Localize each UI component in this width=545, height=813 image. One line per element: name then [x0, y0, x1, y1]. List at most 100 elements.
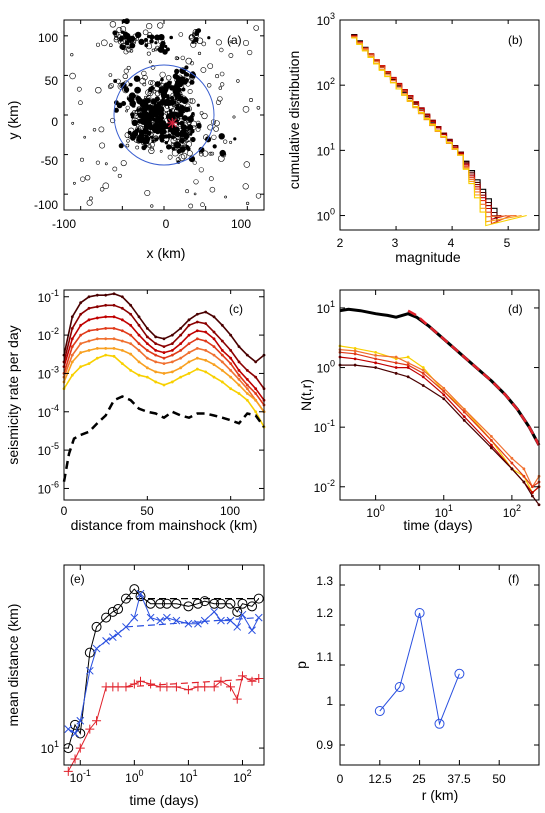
d-data-point: [462, 418, 466, 422]
event-marker: [163, 134, 169, 139]
c-data-point: [170, 380, 174, 384]
event-marker: [170, 98, 175, 103]
c-data-point: [137, 315, 141, 319]
event-marker: [142, 117, 149, 124]
event-marker: [141, 145, 147, 151]
e-data-point: [171, 682, 181, 692]
c-data-point: [145, 335, 149, 339]
event-marker: [142, 29, 149, 36]
event-marker: [193, 38, 199, 44]
d-data-point: [374, 366, 378, 369]
c-data-point: [129, 323, 133, 327]
d-data-point: [510, 456, 514, 460]
c-data-point: [254, 410, 258, 414]
event-marker: [196, 28, 202, 33]
f-ytick-label: 1: [326, 694, 333, 708]
c-data-point: [254, 375, 258, 379]
e-data-point: [247, 676, 257, 686]
event-marker: [198, 167, 204, 173]
e-ytick-label: 101: [41, 739, 59, 756]
event-marker: [117, 173, 122, 178]
event-marker: [149, 146, 154, 151]
c-data-point: [212, 315, 216, 319]
event-marker: [148, 147, 155, 154]
event-marker: [208, 176, 214, 182]
d-data-point: [374, 357, 378, 361]
event-marker: [148, 86, 154, 92]
e-data-point: [238, 610, 247, 619]
event-marker: [229, 40, 233, 44]
e-data-point: [63, 766, 73, 776]
c-data-point: [112, 354, 116, 358]
event-marker: [148, 60, 152, 64]
event-marker: [215, 39, 222, 46]
d-data-point: [442, 386, 446, 390]
d-data-point: [406, 361, 410, 365]
event-marker: [147, 32, 152, 37]
e-data-point: [184, 619, 193, 628]
c-data-point: [129, 352, 133, 356]
b-x-axis-label: magnitude: [395, 249, 461, 265]
c-axes-box: [63, 289, 265, 501]
event-marker: [180, 97, 185, 102]
b-series-line: [351, 36, 522, 223]
c-ticks: [63, 290, 264, 500]
event-marker: [136, 123, 140, 128]
c-data-point: [212, 337, 216, 341]
c-data-point: [87, 329, 91, 333]
c-data-point: [187, 360, 191, 364]
c-data-point: [95, 316, 99, 320]
event-marker: [102, 182, 110, 190]
event-marker: [175, 157, 181, 163]
e-data-point: [183, 601, 194, 612]
e-data-point: [155, 598, 166, 609]
e-data-point: [85, 724, 95, 734]
event-marker: [137, 118, 143, 124]
c-ytick-labels: 10-6 10-5 10-4 10-3 10-2 10-1: [38, 288, 59, 497]
event-marker: [212, 144, 217, 149]
event-marker: [154, 41, 158, 45]
event-marker: [184, 65, 189, 70]
event-marker: [120, 160, 127, 167]
event-marker: [218, 86, 223, 90]
d-data-point: [394, 355, 398, 359]
event-marker: [179, 115, 184, 120]
d-data-point: [394, 366, 398, 369]
c-data-point: [254, 360, 258, 364]
event-marker: [200, 202, 205, 207]
event-marker: [107, 84, 113, 90]
event-marker: [131, 103, 136, 108]
b-series-line: [351, 37, 527, 227]
e-data-point: [146, 613, 155, 622]
event-marker: [159, 149, 163, 153]
event-marker: [126, 95, 132, 101]
d-data-point: [530, 485, 534, 489]
event-marker: [165, 105, 170, 109]
event-marker: [255, 193, 262, 199]
c-ytick-label: 10-5: [38, 441, 59, 458]
event-marker: [133, 75, 141, 82]
b-axes-box: [339, 19, 540, 231]
event-marker: [76, 86, 82, 92]
event-marker: [132, 38, 137, 43]
c-curves: [62, 292, 266, 482]
event-marker: [188, 34, 196, 41]
f-xtick-label: 0: [337, 772, 344, 786]
c-data-point: [170, 370, 174, 374]
e-data-point: [183, 685, 193, 695]
event-marker: [207, 36, 211, 40]
event-marker: [176, 148, 182, 154]
c-data-point: [162, 345, 166, 349]
a-ytick-label: -100: [34, 198, 58, 212]
event-marker: [136, 107, 141, 111]
e-data-point: [76, 716, 85, 725]
e-data-point: [107, 606, 118, 617]
event-marker: [120, 30, 125, 34]
e-data-point: [129, 679, 139, 689]
event-marker: [135, 37, 139, 41]
c-data-point: [245, 392, 249, 395]
event-marker: [172, 73, 179, 80]
event-marker: [126, 65, 131, 70]
c-panel-label: (c): [229, 302, 243, 316]
c-data-point: [162, 372, 166, 375]
